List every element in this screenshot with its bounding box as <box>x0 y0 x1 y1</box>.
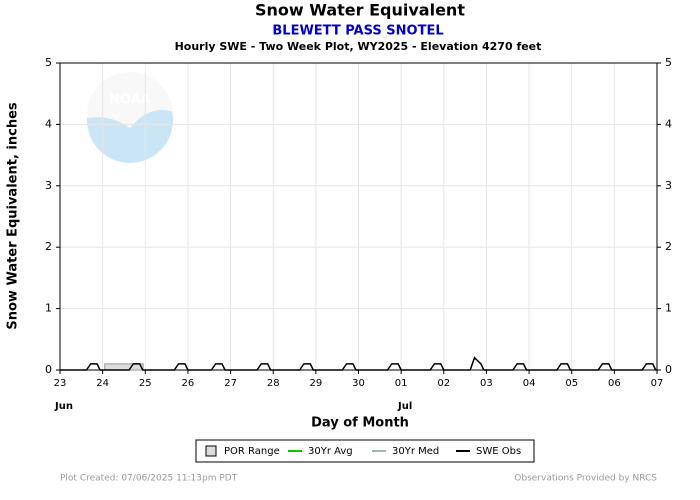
logo-text: NOAA <box>109 93 151 108</box>
y2-tick-label: 1 <box>665 302 672 315</box>
chart-title: Snow Water Equivalent <box>255 1 465 20</box>
x-tick-label: 23 <box>54 378 67 389</box>
x-tick-label: 25 <box>139 378 152 389</box>
noaa-logo: NOAA <box>86 71 173 163</box>
legend-label: 30Yr Med <box>392 446 439 457</box>
x-tick-label: 01 <box>395 378 408 389</box>
month-label: Jun <box>54 401 73 412</box>
x-tick-label: 26 <box>182 378 195 389</box>
y-tick-label: 3 <box>45 179 52 192</box>
y-tick-label: 4 <box>45 117 52 130</box>
x-tick-label: 06 <box>608 378 621 389</box>
x-axis-label: Day of Month <box>311 416 409 431</box>
y-tick-label: 1 <box>45 302 52 315</box>
x-tick-label: 28 <box>267 378 280 389</box>
y2-tick-label: 3 <box>665 179 672 192</box>
legend-label: SWE Obs <box>476 446 521 457</box>
y-tick-label: 5 <box>45 56 52 69</box>
y2-tick-label: 5 <box>665 56 672 69</box>
por-range <box>104 363 144 371</box>
x-tick-label: 04 <box>523 378 536 389</box>
swe-line <box>60 356 657 371</box>
chart-description: Hourly SWE - Two Week Plot, WY2025 - Ele… <box>175 40 542 53</box>
footer-right: Observations Provided by NRCS <box>514 474 657 484</box>
footer-left: Plot Created: 07/06/2025 11:13pm PDT <box>60 474 238 484</box>
x-tick-label: 24 <box>96 378 109 389</box>
legend-swatch <box>205 445 217 457</box>
y-axis-label: Snow Water Equivalent, inches <box>6 102 21 330</box>
x-tick-label: 03 <box>480 378 493 389</box>
chart-subtitle: BLEWETT PASS SNOTEL <box>272 24 443 39</box>
x-tick-label: 30 <box>352 378 365 389</box>
y2-tick-label: 2 <box>665 240 672 253</box>
x-tick-label: 27 <box>224 378 237 389</box>
x-tick-label: 02 <box>437 378 450 389</box>
y2-tick-label: 0 <box>665 363 672 376</box>
logo-bird <box>86 71 173 128</box>
x-tick-label: 05 <box>565 378 578 389</box>
x-tick-label: 07 <box>651 378 664 389</box>
y-tick-label: 0 <box>45 363 52 376</box>
legend-label: POR Range <box>224 446 280 457</box>
y-tick-label: 2 <box>45 240 52 253</box>
legend-box <box>195 439 535 463</box>
month-label: Jul <box>397 401 412 412</box>
x-tick-label: 29 <box>309 378 322 389</box>
legend-label: 30Yr Avg <box>308 446 353 457</box>
y2-tick-label: 4 <box>665 117 672 130</box>
